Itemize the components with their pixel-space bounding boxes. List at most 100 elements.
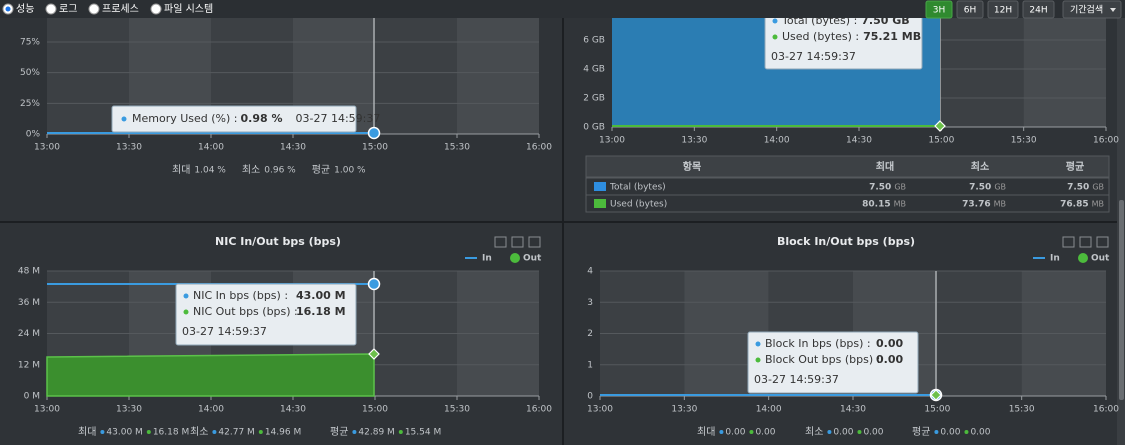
tooltip-value: 43.00 M: [296, 289, 346, 302]
tooltip-value: 16.18 M: [296, 305, 346, 318]
x-tick-label: 15:30: [444, 143, 470, 153]
y-tick-label: 75%: [20, 38, 40, 48]
stat-bullet: [100, 430, 105, 434]
legend-label: Out: [1091, 254, 1110, 264]
stat-value: 0.00: [970, 428, 990, 438]
stat-bullet: [749, 430, 754, 434]
legend-label: In: [1050, 254, 1060, 264]
x-tick-label: 14:30: [280, 143, 306, 153]
stat-value: 15.54 M: [405, 428, 441, 438]
range-button[interactable]: [925, 0, 953, 19]
radio[interactable]: [45, 3, 57, 15]
tooltip: [175, 283, 357, 346]
x-tick-label: 14:30: [840, 405, 866, 415]
tooltip-value: 0.98 %: [241, 112, 283, 125]
search-label: 기간검색: [1070, 4, 1103, 16]
stat-label: 평균: [330, 426, 348, 438]
radio[interactable]: [88, 3, 100, 15]
x-tick-label: 14:00: [764, 136, 790, 146]
panel-title: Block In/Out bps (bps): [777, 235, 915, 248]
x-tick-label: 15:00: [362, 405, 388, 415]
stat-bullet: [146, 430, 151, 434]
range-label: 3H: [933, 6, 946, 16]
table-header-cell: 평균: [1066, 160, 1084, 173]
stat-label: 최소: [242, 164, 260, 176]
series-area: [46, 353, 375, 397]
range-label: 24H: [1029, 6, 1047, 16]
tooltip-label: Block In bps (bps) :: [765, 337, 871, 350]
x-tick-label: 14:30: [280, 405, 306, 415]
x-tick-label: 13:30: [671, 405, 697, 415]
stat-bullet: [258, 430, 263, 434]
tooltip-bullet: [772, 34, 778, 40]
range-button[interactable]: [987, 0, 1019, 19]
tooltip-bullet: [183, 309, 189, 315]
panel-icon[interactable]: [494, 236, 507, 248]
stat-bullet: [212, 430, 217, 434]
panel-icon[interactable]: [1079, 236, 1092, 248]
tooltip-value: 75.21 MB: [863, 30, 921, 43]
table-unit: GB: [994, 183, 1006, 192]
stat-bullet: [398, 430, 403, 434]
tooltip-value: 0.00: [876, 353, 903, 366]
x-tick-label: 13:00: [599, 136, 625, 146]
stat-value: 42.89 M: [358, 428, 394, 438]
scroll-thumb[interactable]: [1119, 200, 1124, 400]
tooltip-bullet: [772, 18, 778, 24]
stat-bullet: [352, 430, 357, 434]
stat-label: 최소: [805, 426, 823, 438]
x-tick-label: 14:30: [846, 136, 872, 146]
x-tick-label: 13:00: [587, 405, 613, 415]
search-button[interactable]: [1062, 0, 1122, 19]
stat-label: 최대: [172, 164, 190, 176]
table-cell: 7.50: [1067, 183, 1089, 193]
x-tick-label: 13:00: [34, 143, 60, 153]
legend-dot: [1078, 253, 1088, 263]
legend-swatch: [594, 199, 606, 208]
panel-icon[interactable]: [1062, 236, 1075, 248]
table-header-cell: 최대: [876, 160, 894, 173]
y-tick-label: 12 M: [18, 360, 40, 370]
plot-band: [1023, 18, 1106, 127]
stat-value: 42.77 M: [218, 428, 254, 438]
x-tick-label: 13:30: [116, 143, 142, 153]
point: [930, 389, 942, 401]
panel-icon[interactable]: [1096, 236, 1109, 248]
range-button[interactable]: [1022, 0, 1055, 19]
tooltip-label: NIC Out bps (bps) :: [193, 305, 298, 318]
table-cell: Used (bytes): [610, 200, 667, 210]
y-tick-label: 25%: [20, 99, 40, 109]
point: [367, 277, 381, 291]
tooltip-value: 0.00: [876, 337, 903, 350]
stat-value: 43.00 M: [106, 428, 142, 438]
stat-label: 최대: [78, 426, 96, 438]
stat-value: 0.96 %: [264, 166, 296, 176]
tooltip-label: Memory Used (%) :: [132, 112, 238, 125]
x-tick-label: 16:00: [526, 143, 552, 153]
legend-label: In: [482, 254, 492, 264]
table-header-cell: 항목: [683, 160, 701, 173]
y-tick-label: 4 GB: [583, 65, 605, 75]
radio[interactable]: [150, 3, 162, 15]
stat-bullet: [827, 430, 832, 434]
x-tick-label: 16:00: [526, 405, 552, 415]
y-tick-label: 6 GB: [583, 36, 605, 46]
plot-band: [941, 18, 1024, 127]
table-cell: 76.85: [1060, 200, 1088, 210]
x-tick-label: 13:30: [116, 405, 142, 415]
stat-value: 0.00: [833, 428, 853, 438]
y-tick-label: 48 M: [18, 267, 40, 277]
y-tick-label: 3: [587, 298, 593, 308]
panel-icon[interactable]: [528, 236, 541, 248]
stat-label: 최대: [697, 426, 715, 438]
stat-bullet: [964, 430, 969, 434]
point: [368, 348, 380, 360]
panel-icon[interactable]: [511, 236, 524, 248]
top-bar: [0, 0, 1125, 18]
tooltip-label: Block Out bps (bps) :: [765, 353, 880, 366]
range-label: 6H: [964, 6, 977, 16]
x-tick-label: 15:30: [1009, 405, 1035, 415]
range-button[interactable]: [956, 0, 984, 19]
point: [934, 120, 946, 132]
